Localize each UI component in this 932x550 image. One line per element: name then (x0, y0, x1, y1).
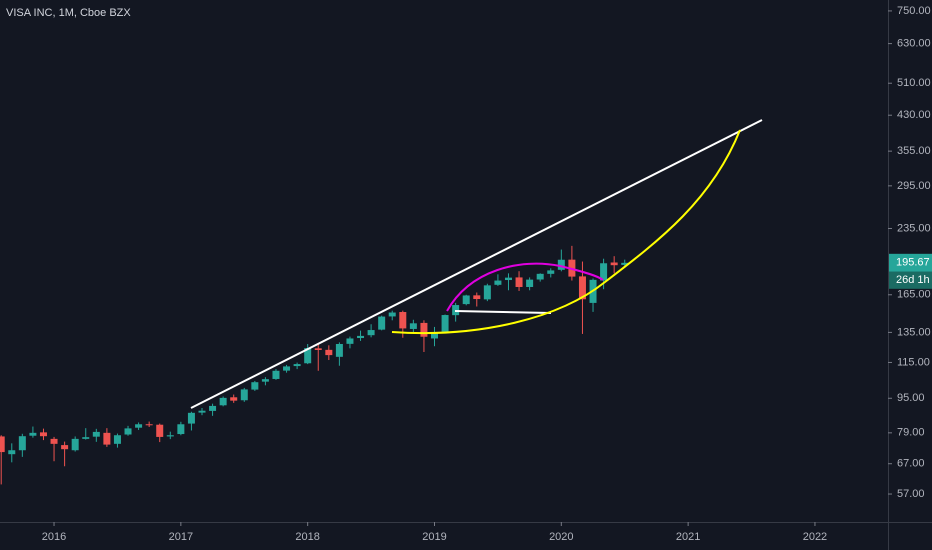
candle-body (494, 280, 502, 285)
y-tick-label: 750.00 (897, 5, 931, 17)
candle-body (209, 405, 217, 411)
candle-body (473, 295, 481, 300)
candle-body (367, 330, 375, 336)
y-tick-label: 135.00 (897, 326, 931, 338)
candle-body (71, 438, 79, 451)
countdown-tag (889, 271, 932, 289)
candle-body (526, 279, 534, 287)
candle-body (29, 432, 37, 436)
candle-body (409, 323, 417, 329)
candle-body (124, 428, 132, 435)
y-tick-label: 79.00 (897, 427, 925, 439)
candle-body (293, 364, 301, 367)
chart-title: VISA INC, 1M, Cboe BZX (6, 7, 131, 19)
y-tick-label: 355.00 (897, 145, 931, 157)
candle-body (219, 397, 227, 406)
candle-body (18, 436, 26, 451)
candle-body (166, 435, 174, 437)
x-tick-label: 2017 (169, 531, 193, 543)
x-tick-label: 2020 (549, 531, 573, 543)
candle-body (0, 436, 5, 453)
candle-body (388, 312, 396, 317)
candle-body (113, 435, 121, 444)
candle-body (8, 450, 16, 455)
yellow-curve (391, 129, 741, 335)
candle-body (399, 312, 407, 329)
last-price-label: 195.67 (896, 257, 930, 269)
candle-body (378, 316, 386, 330)
candle-body (547, 270, 555, 274)
candle-body (230, 397, 238, 401)
y-tick-label: 510.00 (897, 77, 931, 89)
candle-body (462, 295, 470, 305)
magenta-arc (446, 262, 604, 312)
y-tick-label: 115.00 (897, 356, 930, 368)
candle-body (325, 349, 333, 356)
candle-body (198, 410, 206, 413)
candle-body (61, 445, 69, 450)
horizontal-line (454, 310, 552, 314)
last-price-tag (889, 253, 932, 272)
candle-body (483, 285, 491, 300)
y-tick-label: 165.00 (897, 289, 931, 301)
y-tick-label: 235.00 (897, 222, 931, 234)
candle-body (272, 370, 280, 379)
candle-body (156, 424, 164, 437)
candle-body (187, 412, 195, 424)
candle-body (314, 348, 322, 350)
candle-body (251, 382, 259, 390)
x-tick-label: 2018 (295, 531, 319, 543)
candle-body (621, 262, 629, 265)
y-tick-label: 430.00 (897, 109, 931, 121)
y-tick-label: 57.00 (897, 488, 925, 500)
x-tick-label: 2022 (803, 531, 827, 543)
trend-line (190, 119, 763, 409)
candle-body (50, 438, 58, 444)
candle-body (240, 389, 248, 401)
candle-body (304, 348, 312, 364)
candle-body (441, 315, 449, 332)
candle-body (600, 263, 608, 281)
candle-body (39, 432, 47, 437)
candle-body (135, 424, 143, 428)
candle-body (335, 343, 343, 357)
candle-body (92, 431, 100, 437)
candle-body (283, 366, 291, 371)
candle-body (103, 432, 111, 445)
x-tick-label: 2016 (42, 531, 66, 543)
candle-body (261, 379, 269, 382)
y-tick-label: 95.00 (897, 392, 925, 404)
candle-body (82, 437, 90, 439)
candle-body (515, 277, 523, 287)
candle-body (145, 424, 153, 426)
candle-body (610, 262, 618, 266)
candle-body (578, 276, 586, 300)
y-tick-label: 295.00 (897, 180, 931, 192)
candle-body (346, 338, 354, 344)
candle-body (557, 259, 565, 270)
candle-body (504, 277, 512, 281)
countdown-label: 26d 1h (896, 274, 930, 286)
x-tick-label: 2021 (676, 531, 700, 543)
candle-body (357, 335, 365, 339)
x-tick-label: 2019 (422, 531, 446, 543)
y-tick-label: 630.00 (897, 38, 931, 50)
candle-body (536, 273, 544, 280)
y-tick-label: 67.00 (897, 458, 925, 470)
candle-body (420, 322, 428, 337)
candle-body (177, 424, 185, 435)
candle-body (431, 332, 439, 339)
